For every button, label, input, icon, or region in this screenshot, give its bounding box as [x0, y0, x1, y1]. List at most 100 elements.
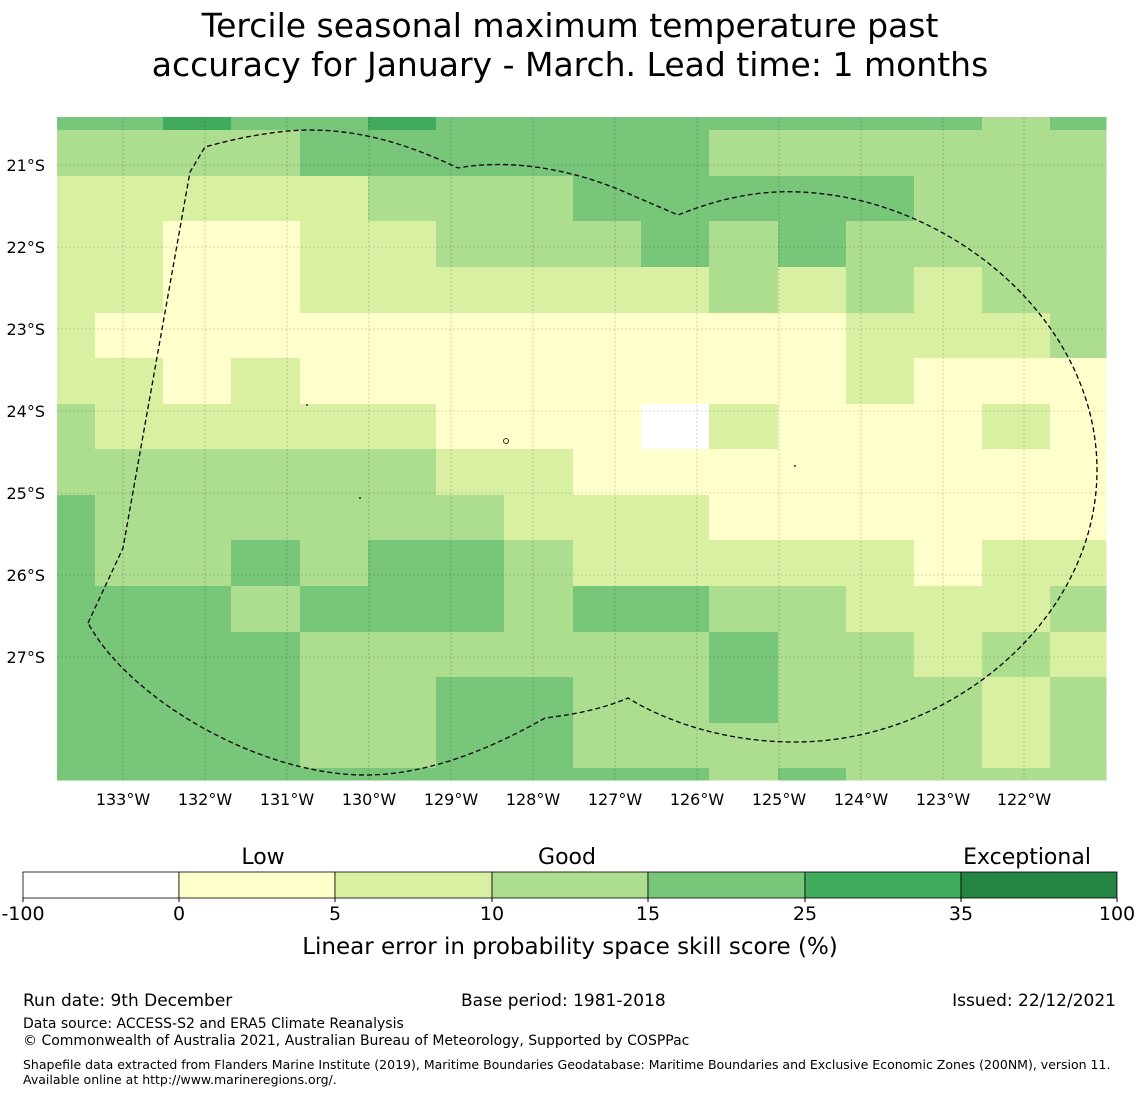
grid-cell — [163, 130, 232, 177]
grid-cell — [57, 313, 96, 359]
grid-cell — [504, 540, 574, 587]
grid-cell — [436, 130, 505, 177]
grid-cell — [95, 677, 164, 724]
grid-cell — [982, 404, 1051, 450]
colorbar-swatch — [960, 871, 1118, 899]
grid-cell — [573, 723, 642, 769]
grid-cell — [982, 632, 1051, 678]
grid-cell — [504, 267, 574, 314]
grid-cell — [95, 495, 164, 541]
grid-cell — [573, 495, 642, 541]
grid-cell — [57, 632, 96, 678]
grid-cell — [709, 130, 779, 177]
grid-cell — [573, 632, 642, 678]
grid-cell — [57, 677, 96, 724]
grid-cell — [982, 723, 1051, 769]
grid-cell — [982, 540, 1051, 587]
latitude-label: 22°S — [6, 238, 45, 257]
grid-cell — [846, 267, 915, 314]
grid-cell — [1050, 586, 1107, 633]
colorbar-tick-label: 25 — [793, 903, 817, 925]
island-markers — [306, 404, 796, 499]
data-source: Data source: ACCESS-S2 and ERA5 Climate … — [23, 1016, 404, 1032]
grid-cell — [1050, 404, 1107, 450]
grid-cell — [300, 495, 369, 541]
grid-cell — [95, 540, 164, 587]
grid-cell — [778, 586, 847, 633]
latitude-label: 26°S — [6, 566, 45, 585]
grid-cell — [709, 267, 779, 314]
grid-cell — [573, 449, 642, 496]
longitude-label: 126°W — [670, 790, 725, 809]
grid-cell — [846, 404, 915, 450]
grid-cell — [504, 677, 574, 724]
colorbar-tick-label: 5 — [329, 903, 341, 925]
colorbar-swatch — [804, 871, 962, 899]
grid-cell — [709, 677, 779, 724]
grid-cell — [231, 586, 301, 633]
grid-cell — [709, 358, 779, 405]
grid-cell — [1050, 449, 1107, 496]
grid-cell — [57, 723, 96, 769]
grid-cell — [300, 586, 369, 633]
grid-cell — [573, 404, 642, 450]
grid-cell — [709, 313, 779, 359]
grid-cell — [504, 117, 574, 131]
latitude-label: 23°S — [6, 320, 45, 339]
colorbar-swatch — [22, 871, 180, 899]
grid-cell — [300, 540, 369, 587]
grid-cell — [1050, 495, 1107, 541]
grid-cell — [709, 586, 779, 633]
grid-cell — [778, 723, 847, 769]
grid-cell — [95, 267, 164, 314]
grid-cell — [778, 267, 847, 314]
grid-cell — [709, 176, 779, 222]
grid-cell — [231, 358, 301, 405]
grid-cell — [504, 495, 574, 541]
grid-cell — [368, 632, 437, 678]
grid-cell — [368, 176, 437, 222]
grid-cell — [436, 540, 505, 587]
longitude-label: 123°W — [916, 790, 971, 809]
grid-cell — [163, 404, 232, 450]
grid-cell — [163, 313, 232, 359]
grid-cell — [641, 449, 710, 496]
grid-cell — [231, 130, 301, 177]
grid-cell — [709, 540, 779, 587]
grid-cell — [368, 540, 437, 587]
grid-cell — [300, 404, 369, 450]
grid-cell — [846, 221, 915, 268]
grid-cell — [368, 221, 437, 268]
shapefile-credit: Shapefile data extracted from Flanders M… — [23, 1057, 1111, 1087]
grid-cell — [1050, 677, 1107, 724]
grid-cell — [163, 267, 232, 314]
grid-cell — [231, 117, 301, 131]
grid-cell — [231, 632, 301, 678]
island-marker — [306, 404, 308, 406]
grid-cell — [436, 495, 505, 541]
colorbar-swatch — [178, 871, 336, 899]
colorbar-axis-label: Linear error in probability space skill … — [302, 934, 838, 960]
grid-cell — [300, 267, 369, 314]
grid-cell — [709, 117, 779, 131]
grid-cell — [1050, 632, 1107, 678]
grid-cell — [57, 267, 96, 314]
grid-cell — [57, 540, 96, 587]
grid-cell — [368, 449, 437, 496]
grid-cell — [846, 313, 915, 359]
grid-cell — [163, 117, 232, 131]
grid-cell — [95, 632, 164, 678]
grid-cell — [573, 540, 642, 587]
longitude-label: 122°W — [997, 790, 1052, 809]
grid-cell — [300, 632, 369, 678]
grid-cell — [709, 723, 779, 769]
grid-cell — [846, 723, 915, 769]
grid-cell — [163, 677, 232, 724]
grid-cell — [57, 768, 96, 781]
grid-cell — [163, 723, 232, 769]
grid-cell — [573, 768, 642, 781]
grid-cell — [982, 768, 1051, 781]
grid-cell — [914, 495, 983, 541]
grid-cell — [641, 495, 710, 541]
grid-cell — [163, 358, 232, 405]
